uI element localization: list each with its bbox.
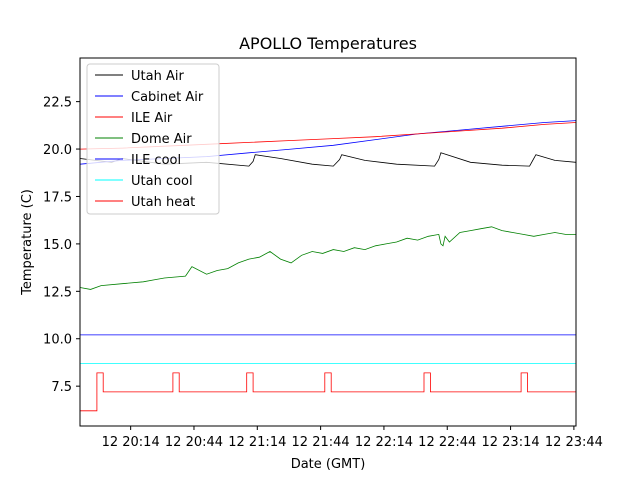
y-tick-label: 15.0 xyxy=(43,238,72,253)
x-tick-label: 12 20:14 xyxy=(102,435,160,450)
x-tick-label: 12 23:44 xyxy=(545,435,603,450)
x-tick-label: 12 23:14 xyxy=(481,435,539,450)
plot-frame xyxy=(79,57,577,427)
y-tick-label: 17.5 xyxy=(43,190,72,205)
legend-label-utah-heat: Utah heat xyxy=(131,195,195,210)
x-axis: 12 20:14 12 20:44 12 21:14 12 21:44 12 22:14… xyxy=(102,426,603,450)
y-tick-label: 10.0 xyxy=(43,333,72,348)
x-tick-label: 12 21:14 xyxy=(228,435,286,450)
legend: Utah Air Cabinet Air ILE Air Dome Air ILE co… xyxy=(86,63,220,215)
chart-title: APOLLO Temperatures xyxy=(239,34,417,53)
y-tick-label: 20.0 xyxy=(43,143,72,158)
x-axis-label: Date (GMT) xyxy=(291,457,366,472)
y-tick-label: 22.5 xyxy=(43,96,72,111)
legend-label-ile-air: ILE Air xyxy=(131,111,173,126)
series-line-utah-heat xyxy=(80,372,576,412)
legend-box xyxy=(86,63,220,215)
legend-label-ile-cool: ILE cool xyxy=(131,153,181,168)
y-axis: 7.5 10.0 12.5 15.0 17.5 20.0 22.5 xyxy=(43,96,80,395)
legend-label-utah-cool: Utah cool xyxy=(131,174,193,189)
y-axis-label: Temperature (C) xyxy=(20,189,35,296)
series-line-dome-air xyxy=(79,226,576,290)
legend-label-dome-air: Dome Air xyxy=(131,132,192,147)
legend-label-cabinet-air: Cabinet Air xyxy=(131,90,204,105)
x-tick-label: 12 22:44 xyxy=(418,435,476,450)
y-tick-label: 7.5 xyxy=(51,380,72,395)
x-tick-label: 12 21:44 xyxy=(292,435,350,450)
y-tick-label: 12.5 xyxy=(43,285,72,300)
legend-label-utah-air: Utah Air xyxy=(131,69,184,84)
x-tick-label: 12 20:44 xyxy=(165,435,223,450)
x-tick-label: 12 22:14 xyxy=(355,435,413,450)
